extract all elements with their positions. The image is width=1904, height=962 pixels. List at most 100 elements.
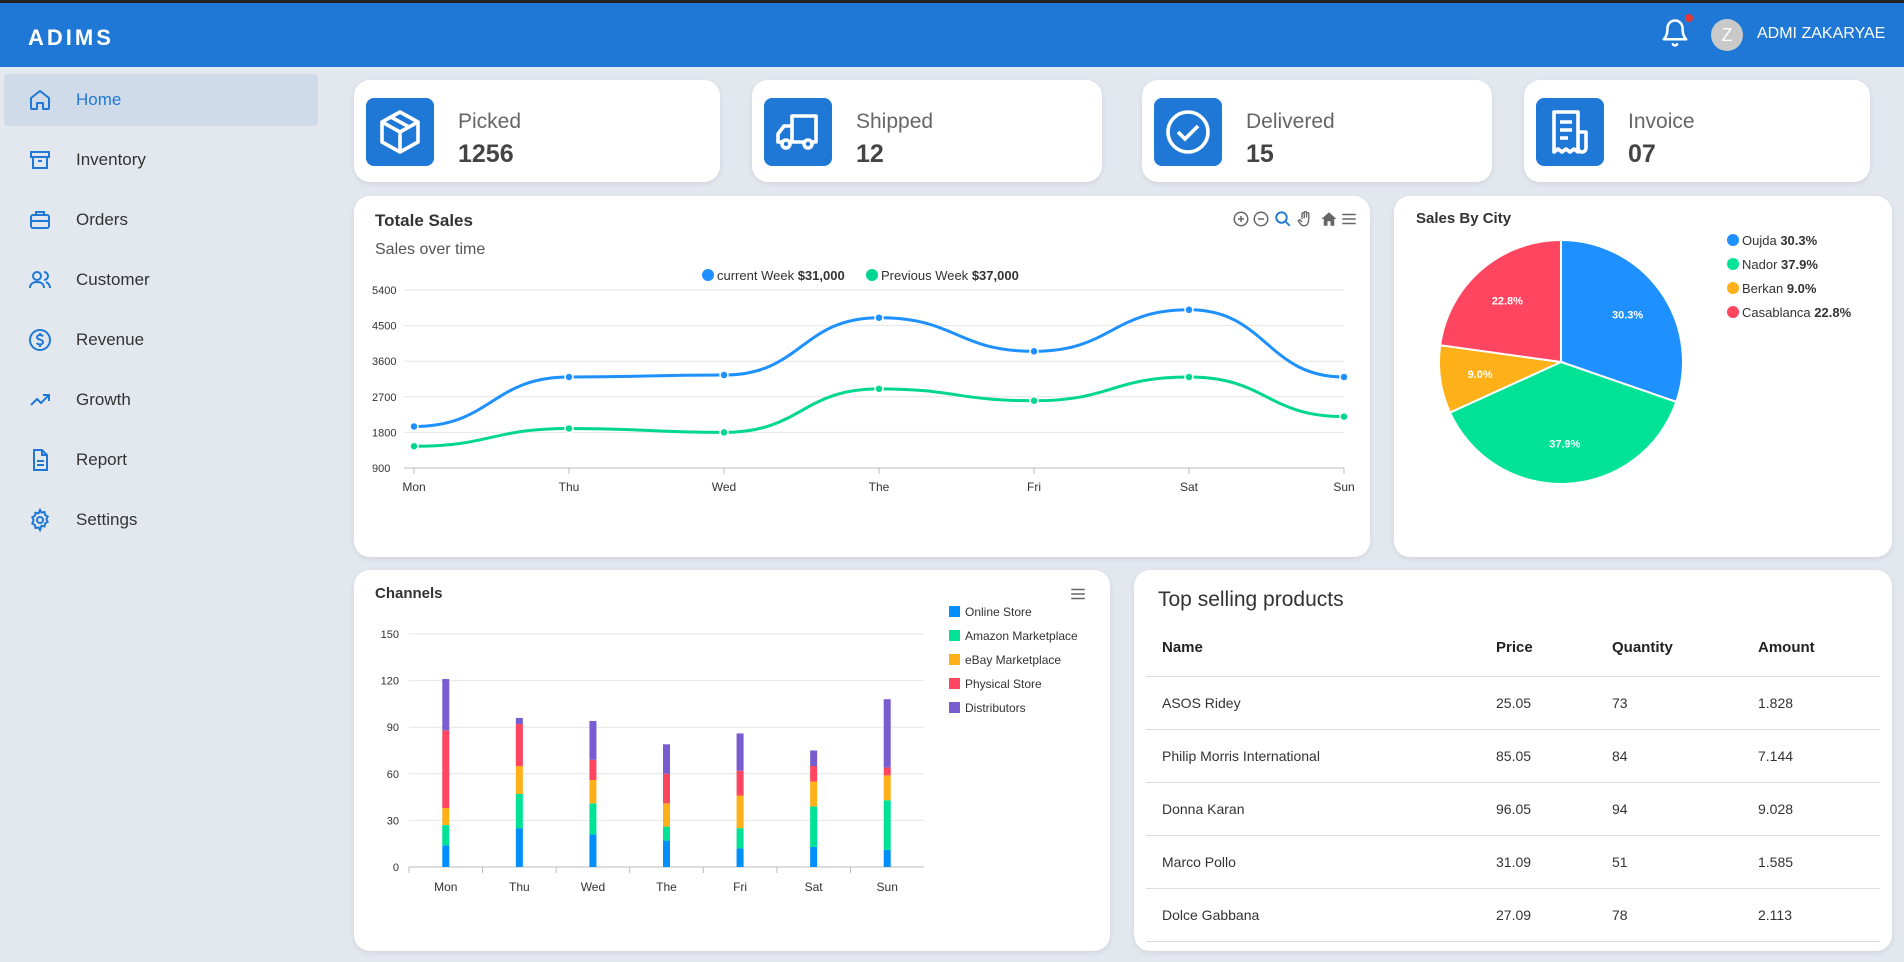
x-tick-label: Wed [712, 480, 736, 494]
bar-segment [736, 770, 744, 796]
avatar[interactable]: Z [1711, 19, 1743, 51]
legend-marker [702, 269, 714, 281]
zoom-in-icon[interactable] [1232, 210, 1250, 228]
stat-card-picked[interactable]: Picked 1256 [354, 80, 720, 182]
sidebar-item-revenue[interactable]: Revenue [4, 314, 318, 366]
table-header-row: Name Price Quantity Amount [1146, 620, 1880, 677]
city-chart-card: Sales By City 30.3% 37.9% 9.0% 22.8% Oujda 3… [1394, 196, 1892, 557]
data-point [1339, 372, 1349, 382]
top-bar: ADIMS [0, 0, 1904, 67]
cell-price: 85.05 [1480, 729, 1596, 783]
y-tick-label: 3600 [372, 356, 396, 368]
bar-segment [442, 825, 450, 846]
cell-amount: 1.828 [1742, 676, 1880, 730]
data-point [564, 372, 574, 382]
pie-slice [1439, 238, 1562, 364]
bar-segment [589, 759, 597, 781]
sidebar-item-label: Inventory [76, 150, 146, 169]
chart-title: Totale Sales [375, 211, 473, 230]
sidebar-item-orders[interactable]: Orders [4, 194, 318, 246]
cell-quantity: 94 [1596, 782, 1742, 836]
stacked-bar-chart: 0 30 60 90 120 150 Mon Thu Wed The Fri Sat Sun Online… [381, 605, 1078, 894]
stat-label: Invoice [1628, 110, 1695, 133]
data-point [874, 384, 884, 394]
bar-segment [442, 679, 450, 731]
stat-card-invoice[interactable]: Invoice 07 [1524, 80, 1870, 182]
stat-label: Picked [458, 110, 522, 133]
zoom-select-icon[interactable] [1274, 210, 1292, 228]
trending-up-icon [30, 394, 50, 406]
pan-hand-icon[interactable] [1296, 210, 1314, 228]
legend-marker [1727, 306, 1739, 318]
column-header[interactable]: Amount [1742, 620, 1880, 677]
table-row[interactable]: Philip Morris International 85.05 84 7.1… [1146, 729, 1880, 783]
x-tick-label: Thu [509, 880, 530, 894]
username[interactable]: ADMI ZAKARYAE [1757, 25, 1886, 42]
home-icon [30, 90, 50, 110]
legend-marker [1727, 234, 1739, 246]
y-tick-label: 30 [387, 815, 399, 827]
column-header[interactable]: Name [1146, 620, 1480, 677]
table-row[interactable]: ASOS Ridey 25.05 73 1.828 [1146, 676, 1880, 730]
cell-name: Dolce Gabbana [1146, 888, 1480, 942]
x-tick-label: Fri [1027, 480, 1041, 494]
sidebar-item-settings[interactable]: Settings [4, 494, 318, 546]
sidebar-item-growth[interactable]: Growth [4, 374, 318, 426]
table-row[interactable]: Dolce Gabbana 27.09 78 2.113 [1146, 888, 1880, 942]
app-logo[interactable]: ADIMS [28, 25, 114, 50]
cell-name: Donna Karan [1146, 782, 1480, 836]
legend-label: Casablanca 22.8% [1742, 305, 1852, 320]
stat-value: 1256 [458, 140, 514, 168]
bar-segment [442, 845, 450, 867]
slice-label: 22.8% [1492, 295, 1523, 307]
table-row[interactable]: Marco Pollo 31.09 51 1.585 [1146, 835, 1880, 889]
stat-card-shipped[interactable]: Shipped 12 [752, 80, 1102, 182]
section-title: Top selling products [1158, 588, 1344, 611]
cell-quantity: 73 [1596, 676, 1742, 730]
legend-label: Distributors [965, 701, 1026, 715]
stat-value: 15 [1246, 140, 1274, 168]
sidebar-item-report[interactable]: Report [4, 434, 318, 486]
sidebar-item-inventory[interactable]: Inventory [4, 134, 318, 186]
stat-icon-tile [1154, 98, 1222, 166]
legend-total: $37,000 [971, 268, 1019, 283]
stat-card-delivered[interactable]: Delivered 15 [1142, 80, 1492, 182]
menu-icon[interactable] [1340, 210, 1358, 228]
users-icon [29, 271, 51, 289]
legend-current-week[interactable]: current Week $31,000 [702, 268, 845, 283]
legend-total: $31,000 [797, 268, 845, 283]
legend-label: Physical Store [965, 677, 1042, 691]
cell-name: ASOS Ridey [1146, 676, 1480, 730]
sidebar-item-customer[interactable]: Customer [4, 254, 318, 306]
x-tick-label: Mon [402, 480, 425, 494]
bar-segment [442, 807, 450, 826]
bar-segment [589, 780, 597, 804]
bar-segment [810, 806, 818, 847]
legend-label: Online Store [965, 605, 1032, 619]
x-tick-label: Wed [581, 880, 605, 894]
bar-segment [663, 826, 670, 841]
bar-segment [883, 775, 891, 801]
x-tick-label: Fri [733, 880, 747, 894]
chart-title: Sales By City [1416, 210, 1512, 227]
x-tick-label: Mon [434, 880, 457, 894]
notification-bell-icon[interactable] [1660, 17, 1690, 49]
column-header[interactable]: Quantity [1596, 620, 1742, 677]
sidebar-item-label: Customer [76, 270, 150, 289]
dollar-icon [29, 329, 51, 351]
y-tick-label: 1800 [372, 427, 396, 439]
bar-segment [736, 848, 744, 867]
cell-quantity: 78 [1596, 888, 1742, 942]
bar-segment [515, 793, 523, 829]
zoom-out-icon[interactable] [1252, 210, 1270, 228]
table-row[interactable]: Donna Karan 96.05 94 9.028 [1146, 782, 1880, 836]
legend-previous-week[interactable]: Previous Week $37,000 [866, 268, 1019, 283]
sidebar-item-home[interactable]: Home [4, 74, 318, 126]
home-reset-icon[interactable] [1320, 210, 1338, 228]
y-tick-label: 120 [381, 676, 399, 688]
menu-icon[interactable] [1069, 585, 1087, 603]
column-header[interactable]: Price [1480, 620, 1596, 677]
sidebar-item-label: Settings [76, 510, 138, 529]
bar-segment [515, 724, 523, 767]
legend-label: Oujda 30.3% [1742, 233, 1818, 248]
